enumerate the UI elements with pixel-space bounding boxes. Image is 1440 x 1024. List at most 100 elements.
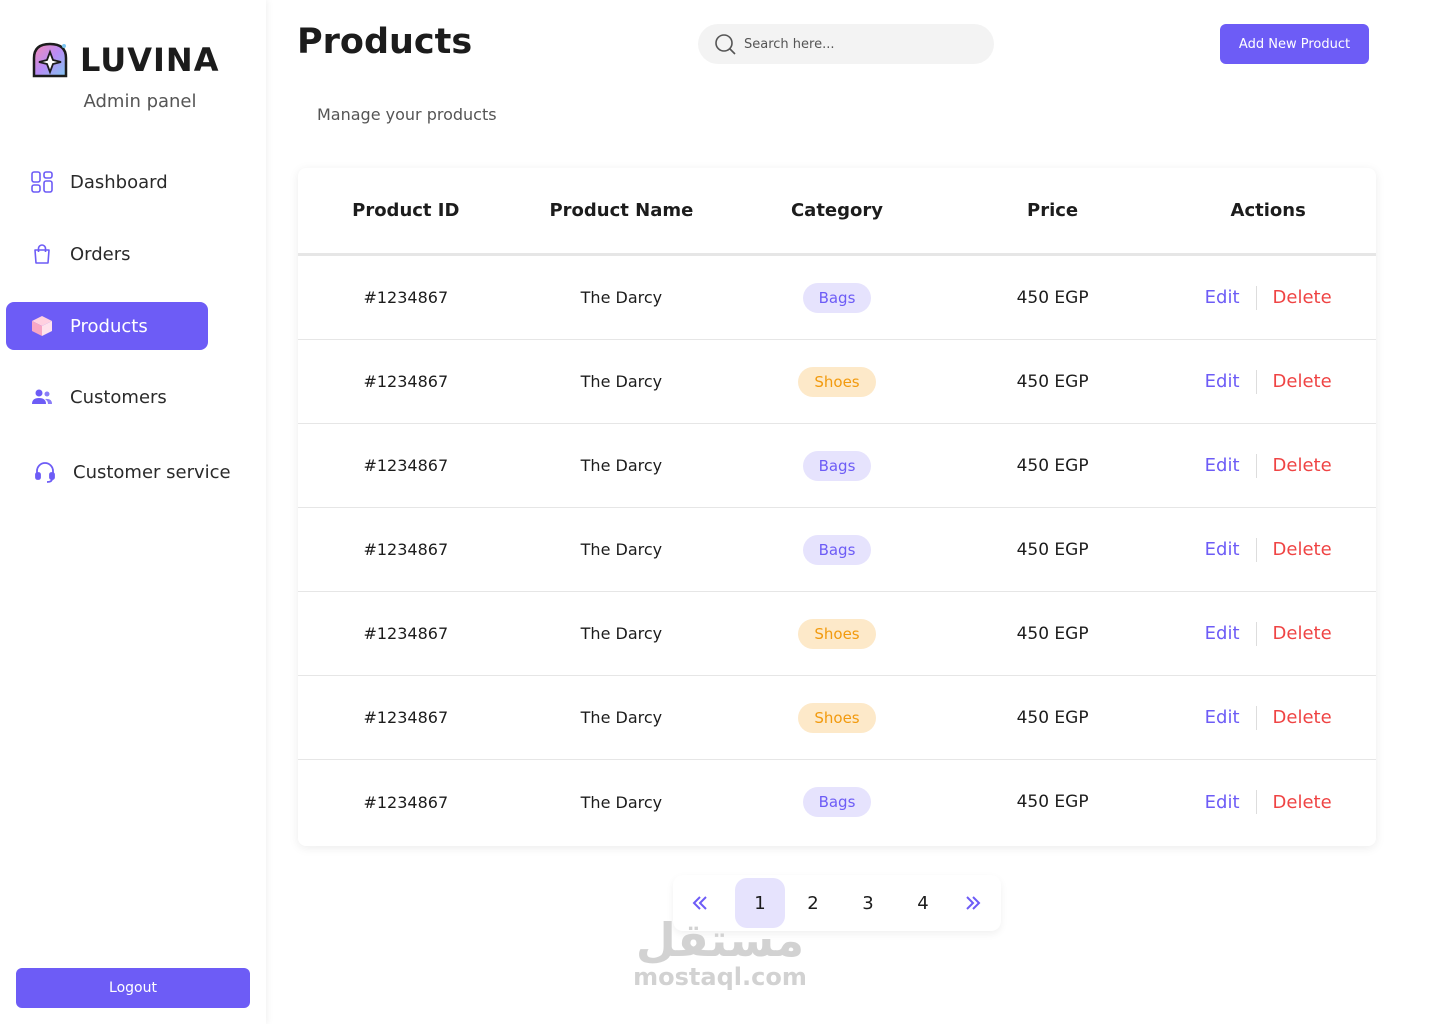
delete-button[interactable]: Delete: [1272, 371, 1332, 392]
header-category: Category: [790, 200, 883, 221]
nav-label: Customers: [70, 386, 167, 408]
table-header: Product ID Product Name Category Price A…: [298, 168, 1376, 256]
category-badge: Bags: [802, 787, 872, 817]
delete-button[interactable]: Delete: [1272, 791, 1332, 813]
nav-label: Orders: [70, 243, 131, 265]
edit-button[interactable]: Edit: [1204, 623, 1240, 644]
products-table: Product ID Product Name Category Price A…: [298, 168, 1376, 846]
headset-icon: [33, 460, 57, 484]
page-2[interactable]: 2: [807, 892, 819, 914]
category-badge: Shoes: [798, 366, 876, 397]
watermark-arabic: مستقل: [635, 913, 805, 967]
edit-button[interactable]: Edit: [1204, 371, 1240, 392]
cell-price: 450 EGP: [1016, 707, 1089, 728]
cell-product-id: #1234867: [363, 792, 449, 812]
category-badge: Shoes: [798, 618, 876, 649]
sidebar: LUVINA Admin panel Dashboard Orders Pro: [0, 0, 266, 1024]
edit-button[interactable]: Edit: [1204, 287, 1240, 308]
watermark: مستقل mostaql.com: [620, 915, 820, 991]
table-row: #1234867 The Darcy Shoes 450 EGP Edit Delete: [298, 592, 1376, 676]
nav-item-products[interactable]: Products: [6, 302, 208, 350]
table-row: #1234867 The Darcy Bags 450 EGP Edit Delete: [298, 256, 1376, 340]
edit-button[interactable]: Edit: [1204, 791, 1240, 813]
table-row: #1234867 The Darcy Shoes 450 EGP Edit Delete: [298, 676, 1376, 760]
action-divider: [1255, 285, 1257, 310]
delete-button[interactable]: Delete: [1272, 455, 1332, 476]
add-new-product-button[interactable]: Add New Product: [1220, 24, 1369, 64]
luvina-logo-icon: [32, 42, 68, 78]
pagination: 1 2 3 4: [673, 875, 1001, 931]
cell-product-name: The Darcy: [580, 372, 663, 391]
cell-category: Bags: [729, 450, 945, 481]
page-4[interactable]: 4: [917, 892, 929, 914]
search-input[interactable]: [744, 36, 974, 52]
delete-button[interactable]: Delete: [1272, 623, 1332, 644]
search-icon: [715, 34, 736, 55]
prev-page-button[interactable]: [675, 878, 725, 928]
brand-logo[interactable]: LUVINA: [30, 40, 219, 80]
cell-price: 450 EGP: [1016, 623, 1089, 644]
search-bar[interactable]: [698, 24, 994, 64]
action-divider: [1255, 369, 1257, 394]
grid-icon: [30, 170, 54, 194]
page-1[interactable]: 1: [735, 878, 785, 928]
cell-product-name: The Darcy: [580, 792, 663, 812]
header-actions: Actions: [1230, 200, 1306, 221]
header-price: Price: [1027, 200, 1079, 221]
action-divider: [1255, 621, 1257, 646]
cell-actions: Edit Delete: [1160, 453, 1376, 478]
category-badge: Bags: [802, 282, 872, 313]
brand-name: LUVINA: [80, 41, 220, 79]
users-icon: [30, 385, 54, 409]
table-row: #1234867 The Darcy Bags 450 EGP Edit Delete: [298, 760, 1376, 844]
edit-button[interactable]: Edit: [1204, 455, 1240, 476]
page-subtitle: Manage your products: [317, 105, 497, 124]
category-badge: Bags: [802, 534, 872, 565]
double-chevron-right-icon: [966, 896, 981, 910]
header-product-id: Product ID: [352, 200, 460, 221]
cell-price: 450 EGP: [1016, 792, 1089, 812]
action-divider: [1255, 453, 1257, 478]
delete-button[interactable]: Delete: [1272, 707, 1332, 728]
logout-button[interactable]: Logout: [16, 968, 250, 1008]
cell-actions: Edit Delete: [1160, 537, 1376, 562]
cell-product-id: #1234867: [363, 708, 449, 727]
edit-button[interactable]: Edit: [1204, 707, 1240, 728]
cell-actions: Edit Delete: [1160, 790, 1376, 814]
cell-product-name: The Darcy: [580, 708, 663, 727]
cell-category: Shoes: [729, 366, 945, 397]
table-row: #1234867 The Darcy Bags 450 EGP Edit Delete: [298, 508, 1376, 592]
cell-product-id: #1234867: [363, 372, 449, 391]
cell-product-id: #1234867: [363, 288, 449, 307]
cell-price: 450 EGP: [1016, 455, 1089, 476]
delete-button[interactable]: Delete: [1272, 287, 1332, 308]
nav-item-customer-service[interactable]: Customer service: [6, 448, 256, 496]
nav-item-orders[interactable]: Orders: [6, 230, 208, 278]
cell-actions: Edit Delete: [1160, 285, 1376, 310]
category-badge: Bags: [802, 450, 872, 481]
nav-item-dashboard[interactable]: Dashboard: [6, 158, 208, 206]
cell-product-name: The Darcy: [580, 624, 663, 643]
cell-product-name: The Darcy: [580, 540, 663, 559]
next-page-button[interactable]: [948, 878, 998, 928]
nav-item-customers[interactable]: Customers: [6, 373, 208, 421]
cell-category: Shoes: [729, 618, 945, 649]
nav-label: Products: [70, 315, 148, 337]
cell-category: Bags: [729, 282, 945, 313]
cell-category: Shoes: [729, 702, 945, 733]
page-3[interactable]: 3: [862, 892, 874, 914]
header-product-name: Product Name: [549, 200, 694, 221]
cell-product-id: #1234867: [363, 456, 449, 475]
cell-product-id: #1234867: [363, 624, 449, 643]
delete-button[interactable]: Delete: [1272, 539, 1332, 560]
cell-actions: Edit Delete: [1160, 705, 1376, 730]
admin-panel-label: Admin panel: [83, 91, 197, 112]
cell-product-name: The Darcy: [580, 456, 663, 475]
cell-price: 450 EGP: [1016, 371, 1089, 392]
cell-product-name: The Darcy: [580, 288, 663, 307]
nav-label: Customer service: [73, 461, 231, 483]
edit-button[interactable]: Edit: [1204, 539, 1240, 560]
cell-product-id: #1234867: [363, 540, 449, 559]
action-divider: [1255, 705, 1257, 730]
table-body: #1234867 The Darcy Bags 450 EGP Edit Delete #1…: [298, 256, 1376, 844]
